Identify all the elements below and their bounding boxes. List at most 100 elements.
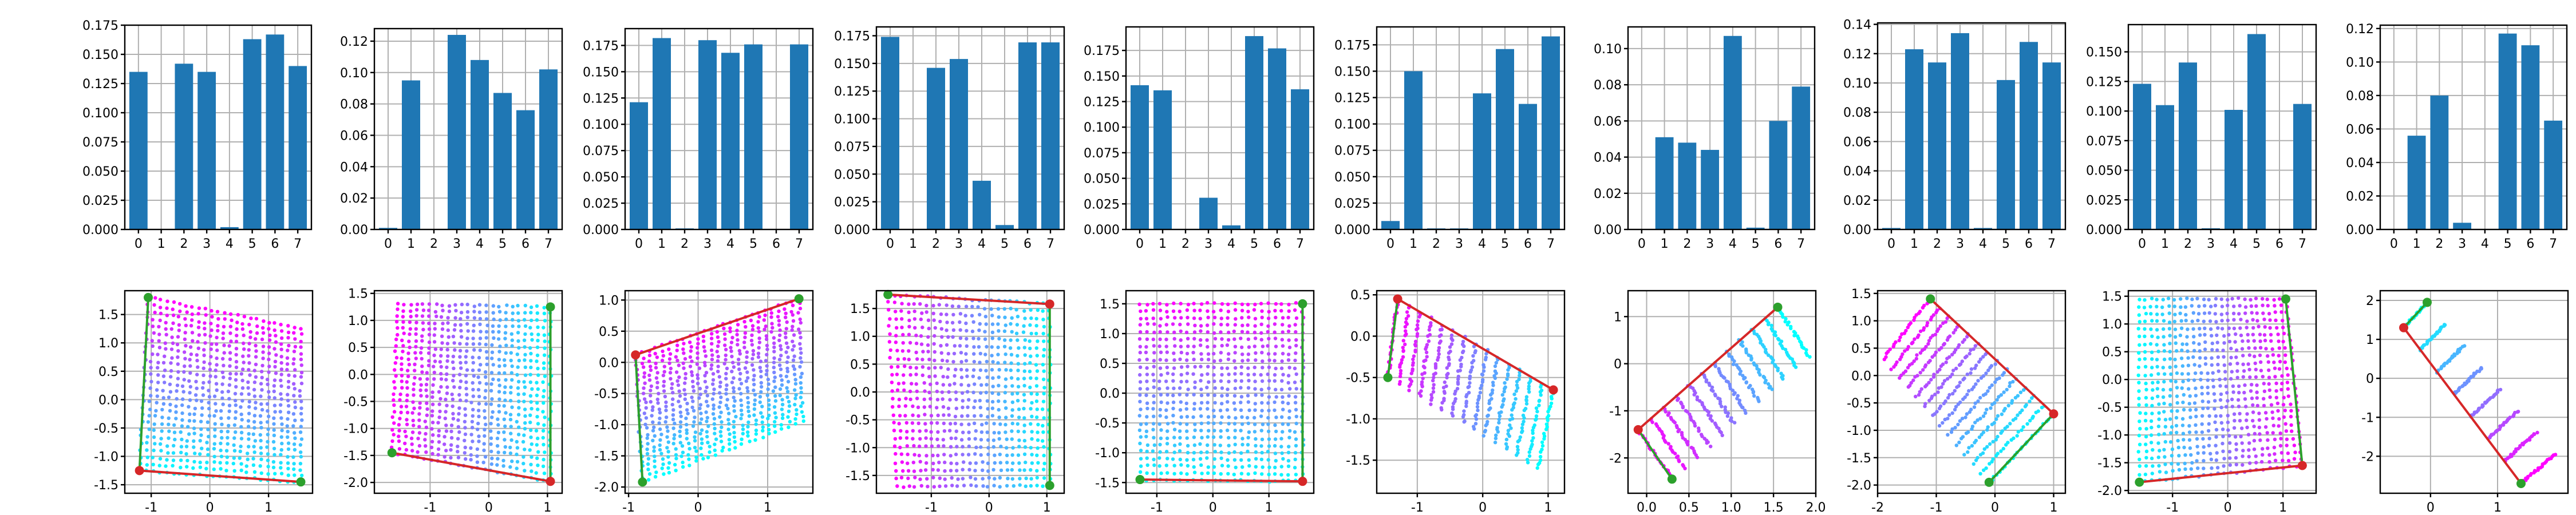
data-point (787, 399, 791, 404)
data-point (1239, 408, 1243, 412)
data-point (916, 421, 920, 425)
data-point (1401, 355, 1405, 359)
data-point (954, 429, 959, 433)
data-point (1914, 313, 1918, 317)
data-point (484, 350, 489, 354)
data-point (392, 433, 396, 437)
data-point (1471, 354, 1475, 358)
data-point (1003, 377, 1008, 381)
data-point (246, 380, 250, 385)
data-point (536, 332, 540, 336)
data-point (298, 462, 303, 466)
y-tick-label: 0.125 (583, 92, 619, 106)
data-point (973, 437, 977, 441)
data-point (1022, 430, 1026, 434)
data-point (749, 338, 754, 343)
data-point (1233, 308, 1238, 312)
data-point (669, 377, 673, 381)
data-point (722, 326, 726, 331)
data-point (1294, 301, 1298, 305)
data-point (449, 443, 453, 447)
data-point (193, 406, 197, 411)
data-point (793, 388, 797, 392)
data-point (955, 462, 959, 466)
data-point (969, 483, 973, 488)
data-point (974, 445, 978, 449)
data-point (169, 347, 174, 351)
data-point (892, 429, 896, 433)
data-point (1472, 427, 1476, 431)
data-point (1137, 337, 1142, 341)
data-point (911, 404, 915, 409)
data-point (440, 303, 444, 307)
data-point (1433, 366, 1438, 370)
data-point (947, 413, 951, 417)
data-point (769, 311, 774, 315)
data-point (180, 403, 184, 407)
y-tick-label: -1.0 (594, 418, 619, 433)
data-point (179, 430, 183, 434)
data-point (193, 393, 198, 397)
data-point (195, 373, 199, 377)
data-point (1929, 378, 1933, 382)
data-point (897, 404, 901, 409)
data-point (929, 414, 934, 418)
data-point (1005, 468, 1010, 472)
data-point (932, 318, 936, 322)
data-point (400, 338, 404, 342)
data-point (1522, 419, 1526, 423)
data-point (1918, 351, 1923, 355)
data-point (397, 434, 401, 438)
x-tick-label: 4 (226, 237, 234, 251)
data-point (1424, 347, 1428, 351)
data-point (195, 386, 199, 390)
data-point (1462, 409, 1466, 413)
data-point (1527, 450, 1531, 454)
data-point (971, 320, 975, 324)
data-point (529, 435, 533, 439)
y-tick-label: 0.075 (1084, 146, 1120, 161)
data-point (933, 334, 937, 338)
data-point (285, 424, 289, 428)
data-point (1009, 376, 1014, 380)
data-point (1550, 397, 1554, 401)
data-point (220, 436, 224, 440)
data-point (1219, 323, 1223, 327)
data-point (185, 439, 189, 443)
data-point (679, 454, 683, 458)
data-point (764, 359, 768, 363)
x-tick-label: 6 (772, 237, 780, 251)
data-point (784, 350, 788, 354)
data-point (463, 413, 468, 417)
data-point (765, 352, 769, 356)
data-point (784, 315, 788, 319)
data-point (997, 329, 1001, 333)
data-point (1259, 338, 1263, 342)
data-point (1036, 422, 1040, 427)
data-point (713, 448, 717, 453)
data-point (674, 453, 678, 457)
data-point (646, 468, 650, 472)
data-point (543, 319, 547, 323)
data-point (408, 320, 412, 324)
data-point (246, 425, 251, 429)
data-point (159, 449, 163, 453)
data-point (542, 472, 547, 476)
data-point (1398, 369, 1403, 373)
data-point (1445, 366, 1449, 370)
data-point (799, 335, 803, 339)
data-point (666, 440, 671, 444)
data-point (1198, 407, 1203, 411)
data-point (1220, 343, 1224, 348)
data-point (1145, 358, 1149, 362)
data-point (758, 359, 763, 363)
data-point (279, 466, 283, 470)
data-point (728, 447, 732, 451)
data-point (750, 327, 755, 332)
data-point (784, 327, 789, 331)
data-point (149, 379, 153, 384)
data-point (392, 421, 396, 425)
data-point (508, 418, 513, 422)
data-point (911, 437, 915, 441)
data-point (449, 455, 453, 460)
